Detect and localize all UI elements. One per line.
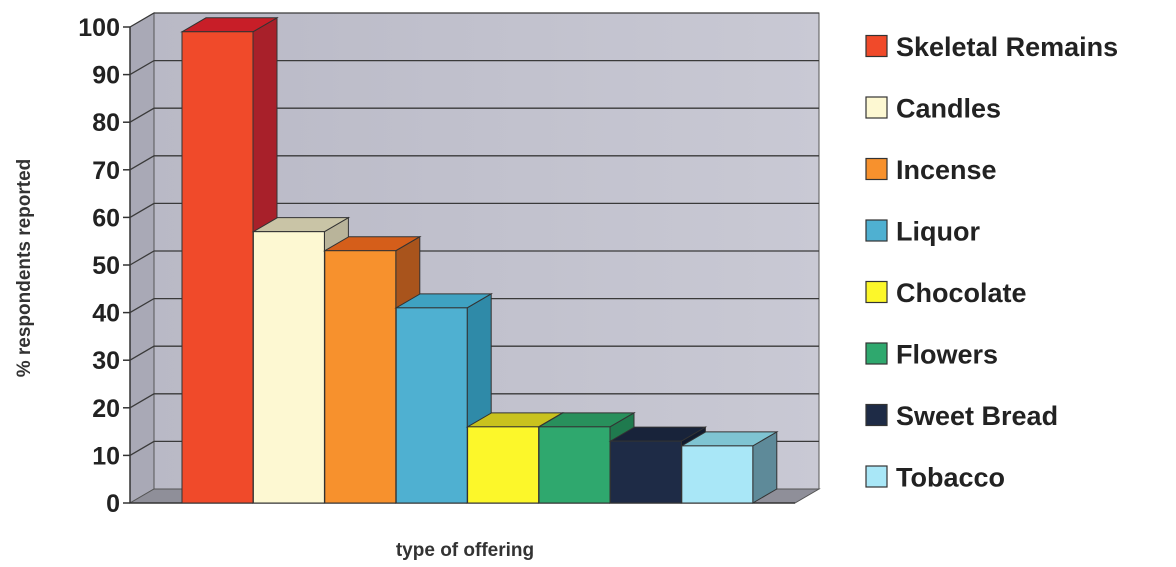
bar-front (252, 231, 325, 504)
legend-swatch (865, 34, 888, 58)
y-tick-label: 10 (92, 442, 120, 470)
bar-front (395, 307, 468, 504)
gridline (129, 59, 819, 76)
bar-front (467, 426, 540, 504)
bar-front (538, 426, 611, 504)
bar-tobacco (679, 431, 779, 504)
y-tick-label: 50 (92, 252, 120, 280)
legend-swatch (865, 219, 888, 242)
gridline (129, 393, 819, 409)
y-tick-label: 0 (106, 490, 120, 518)
legend-label: Candles (896, 94, 1001, 124)
legend-swatch (865, 342, 888, 365)
bar-front (181, 31, 254, 504)
legend-item: Incense (865, 155, 997, 185)
legend-swatch (865, 157, 888, 181)
y-tick-label: 90 (92, 62, 120, 90)
y-tick-label: 70 (92, 157, 120, 185)
bar-skeletal-remains (180, 16, 279, 504)
legend-label: Sweet Bread (896, 401, 1058, 431)
legend-label: Tobacco (896, 463, 1005, 493)
bar-front (609, 440, 682, 504)
x-axis-title: type of offering (396, 540, 534, 561)
legend-item: Sweet Bread (865, 401, 1058, 431)
gridline (129, 202, 819, 218)
y-tick-label: 40 (92, 300, 120, 328)
legend-label: Flowers (896, 340, 998, 370)
gridline (129, 297, 819, 314)
gridline (129, 250, 819, 266)
legend-item: Flowers (865, 340, 998, 370)
y-tick-label: 80 (92, 109, 120, 137)
gridline (129, 107, 819, 123)
legend-item: Tobacco (865, 463, 1005, 493)
y-tick-label: 60 (92, 204, 120, 232)
legend-item: Candles (865, 94, 1001, 124)
y-axis-title: % respondents reported (14, 159, 35, 378)
bar-front (681, 445, 754, 504)
legend-swatch (865, 403, 888, 427)
bars (180, 16, 779, 504)
y-tick-label: 20 (92, 395, 120, 423)
legend-item: Skeletal Remains (865, 32, 1118, 62)
legend-swatch (865, 280, 888, 304)
gridline (129, 155, 819, 171)
bar-front (324, 250, 397, 504)
y-tick-label: 100 (78, 14, 120, 42)
legend-label: Skeletal Remains (896, 32, 1118, 62)
gridline (129, 12, 819, 28)
legend-label: Incense (896, 155, 997, 185)
y-axis-ticks: 0 10 20 30 40 50 60 70 80 90 100 (78, 14, 130, 518)
legend-item: Liquor (865, 217, 980, 247)
legend-label: Liquor (896, 217, 980, 247)
legend-swatch (865, 96, 888, 119)
legend-label: Chocolate (896, 278, 1027, 308)
legend-item: Chocolate (865, 278, 1027, 308)
gridline (129, 345, 819, 361)
legend-swatch (865, 465, 888, 488)
legend: Skeletal Remains Candles Incense Liquor Choc… (865, 32, 1118, 493)
y-tick-label: 30 (92, 347, 120, 375)
